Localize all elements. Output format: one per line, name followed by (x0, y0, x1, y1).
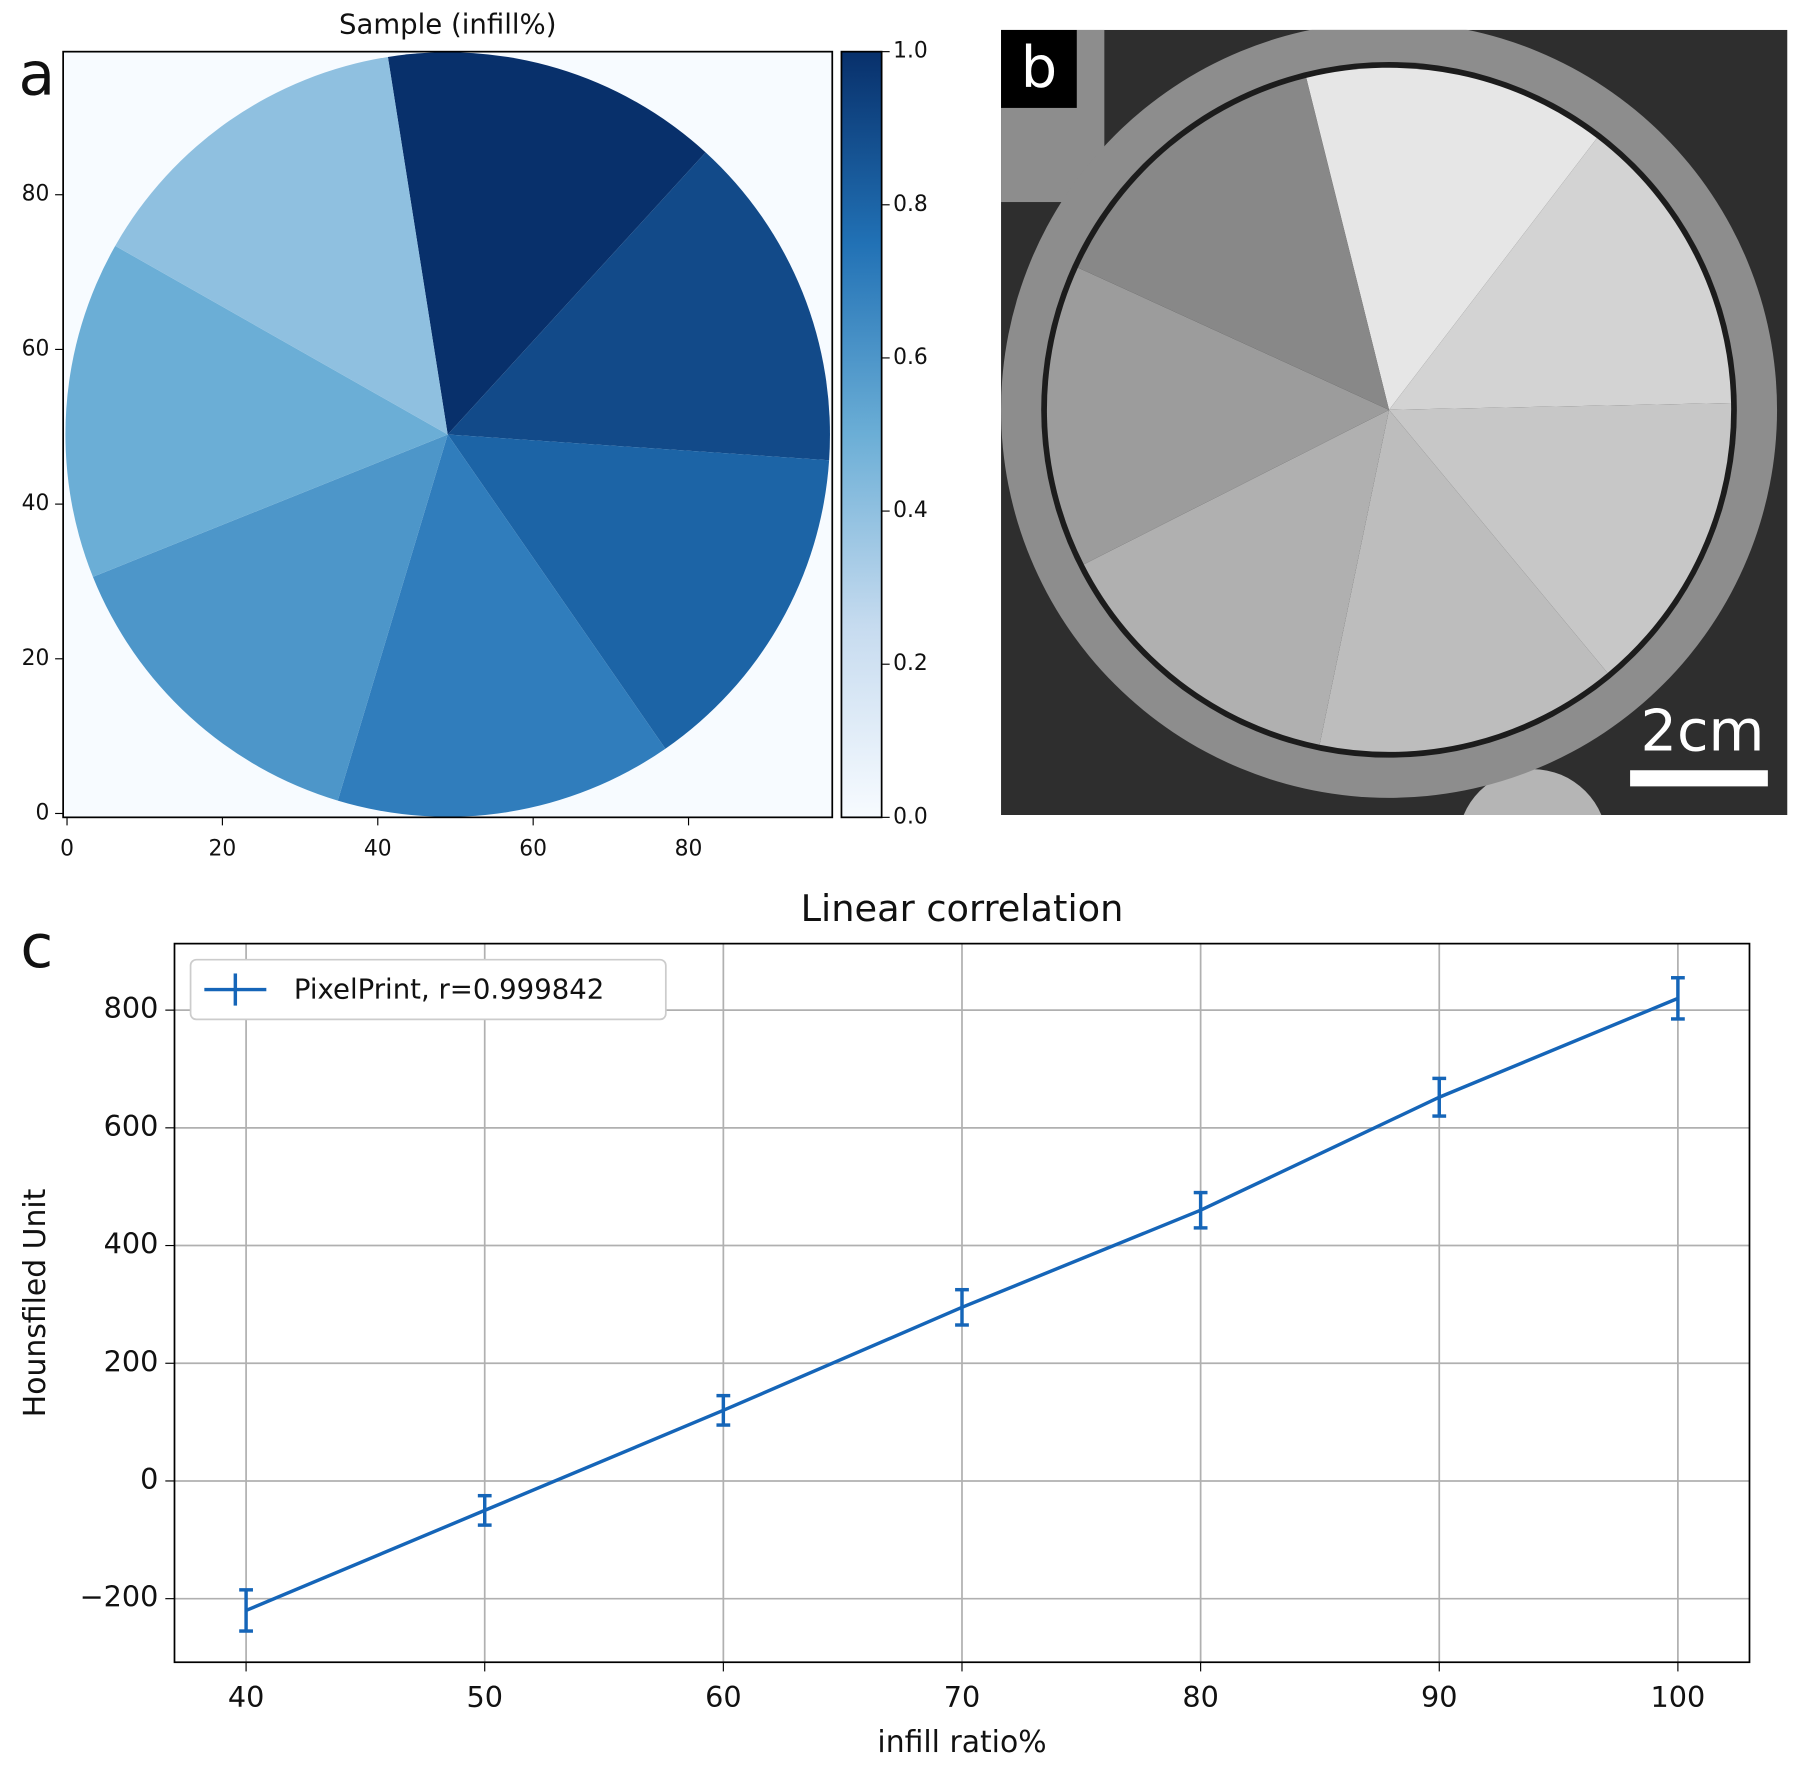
sector (92, 434, 448, 801)
x-tick-label: 70 (944, 1680, 981, 1714)
colorbar-tick-label: 0.2 (893, 651, 928, 676)
panel-label: a (18, 41, 55, 110)
y-tick-label: 0 (140, 1462, 158, 1496)
ct-sector (1306, 67, 1597, 410)
y-tick-label: 40 (22, 491, 50, 516)
x-tick-label: 50 (466, 1680, 503, 1714)
x-tick-label: 90 (1421, 1680, 1458, 1714)
error-bar (1671, 976, 1685, 1021)
sector (65, 245, 448, 577)
colorbar (840, 50, 883, 819)
colorbar-tick-label: 1.0 (893, 39, 928, 64)
axes-frame (62, 50, 834, 819)
axes-frame (173, 942, 1751, 1664)
error-bar (477, 1493, 492, 1527)
colorbar-tick-label: 0.6 (893, 345, 928, 370)
panel-label: b (1021, 34, 1057, 101)
ct-sector (1046, 267, 1390, 565)
colorbar-tick-label: 0.8 (893, 192, 928, 217)
y-tick-label: 60 (22, 336, 50, 361)
y-tick-label: 20 (22, 646, 50, 671)
y-axis-label: Hounsfiled Unit (18, 1189, 53, 1418)
sector (447, 434, 830, 749)
panel-label: c (20, 913, 53, 982)
x-tick-label: 40 (228, 1680, 265, 1714)
x-tick-label: 20 (209, 836, 237, 861)
y-tick-label: 400 (104, 1227, 159, 1261)
ct-sector (1389, 402, 1732, 673)
ct-sector (1389, 138, 1732, 410)
y-tick-label: 200 (104, 1344, 159, 1378)
sector (337, 434, 666, 817)
sector (115, 56, 448, 435)
x-tick-label: 80 (675, 836, 703, 861)
x-tick-label: 60 (705, 1680, 742, 1714)
chart-title: Linear correlation (801, 887, 1124, 930)
ct-image: b 2cm (1001, 29, 1788, 816)
x-tick-label: 40 (364, 836, 392, 861)
colorbar-tick-label: 0.4 (893, 498, 928, 523)
x-tick-label: 80 (1182, 1680, 1219, 1714)
legend-box (189, 958, 667, 1021)
x-axis-label: infill ratio% (877, 1725, 1046, 1760)
error-bar (716, 1393, 731, 1427)
y-tick-label: 600 (104, 1109, 159, 1143)
sector (447, 152, 830, 461)
ct-sector (1083, 409, 1390, 745)
y-tick-label: −200 (80, 1580, 159, 1614)
plot-area (63, 51, 833, 818)
x-tick-label: 60 (519, 836, 547, 861)
sector (387, 52, 706, 435)
y-tick-label: 800 (104, 991, 159, 1025)
ct-sector (1319, 409, 1608, 752)
legend-label: PixelPrint, r=0.999842 (294, 974, 604, 1006)
x-tick-label: 0 (60, 836, 74, 861)
error-bar (239, 1588, 253, 1633)
error-bar (1432, 1076, 1447, 1118)
error-bar (955, 1287, 969, 1327)
x-tick-label: 100 (1651, 1680, 1706, 1714)
y-tick-label: 80 (22, 182, 50, 207)
ct-sector (1077, 77, 1390, 410)
y-tick-label: 0 (35, 800, 49, 825)
error-bar (1193, 1190, 1208, 1230)
colorbar-tick-label: 0.0 (893, 804, 928, 829)
scale-bar-label: 2cm (1640, 697, 1764, 764)
chart-title: Sample (infill%) (339, 8, 556, 40)
